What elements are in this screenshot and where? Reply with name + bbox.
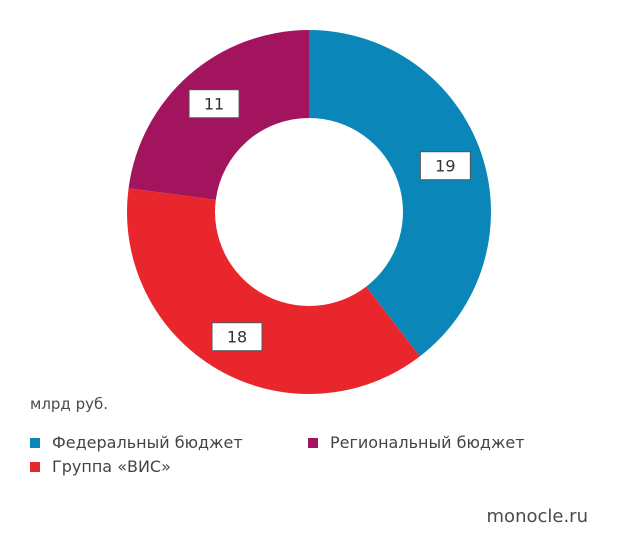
data-label-vis: 18 xyxy=(211,322,263,352)
legend-label-vis: Группа «ВИС» xyxy=(52,457,171,476)
data-label-regional: 11 xyxy=(188,89,240,119)
legend-item-regional: Региональный бюджет xyxy=(308,433,525,452)
legend: Федеральный бюджет Региональный бюджет Г… xyxy=(30,433,590,493)
legend-swatch-regional xyxy=(308,437,318,448)
data-label-text-vis: 18 xyxy=(227,328,247,347)
legend-label-regional: Региональный бюджет xyxy=(330,433,525,452)
data-label-box-federal xyxy=(419,151,471,181)
legend-swatch-vis xyxy=(30,461,40,472)
slice-federal xyxy=(309,30,492,357)
legend-label-federal: Федеральный бюджет xyxy=(52,433,243,452)
legend-item-federal: Федеральный бюджет xyxy=(30,433,243,452)
data-label-box-vis xyxy=(211,322,263,352)
legend-item-vis: Группа «ВИС» xyxy=(30,457,171,476)
donut-chart: 19 18 11 xyxy=(127,30,492,395)
data-label-text-federal: 19 xyxy=(435,157,455,176)
slice-vis xyxy=(127,188,420,395)
source-label: monocle.ru xyxy=(486,506,588,527)
data-label-box-regional xyxy=(188,89,240,119)
data-label-federal: 19 xyxy=(419,151,471,181)
unit-label: млрд руб. xyxy=(30,395,108,413)
legend-swatch-federal xyxy=(30,437,40,448)
data-label-text-regional: 11 xyxy=(204,95,224,114)
